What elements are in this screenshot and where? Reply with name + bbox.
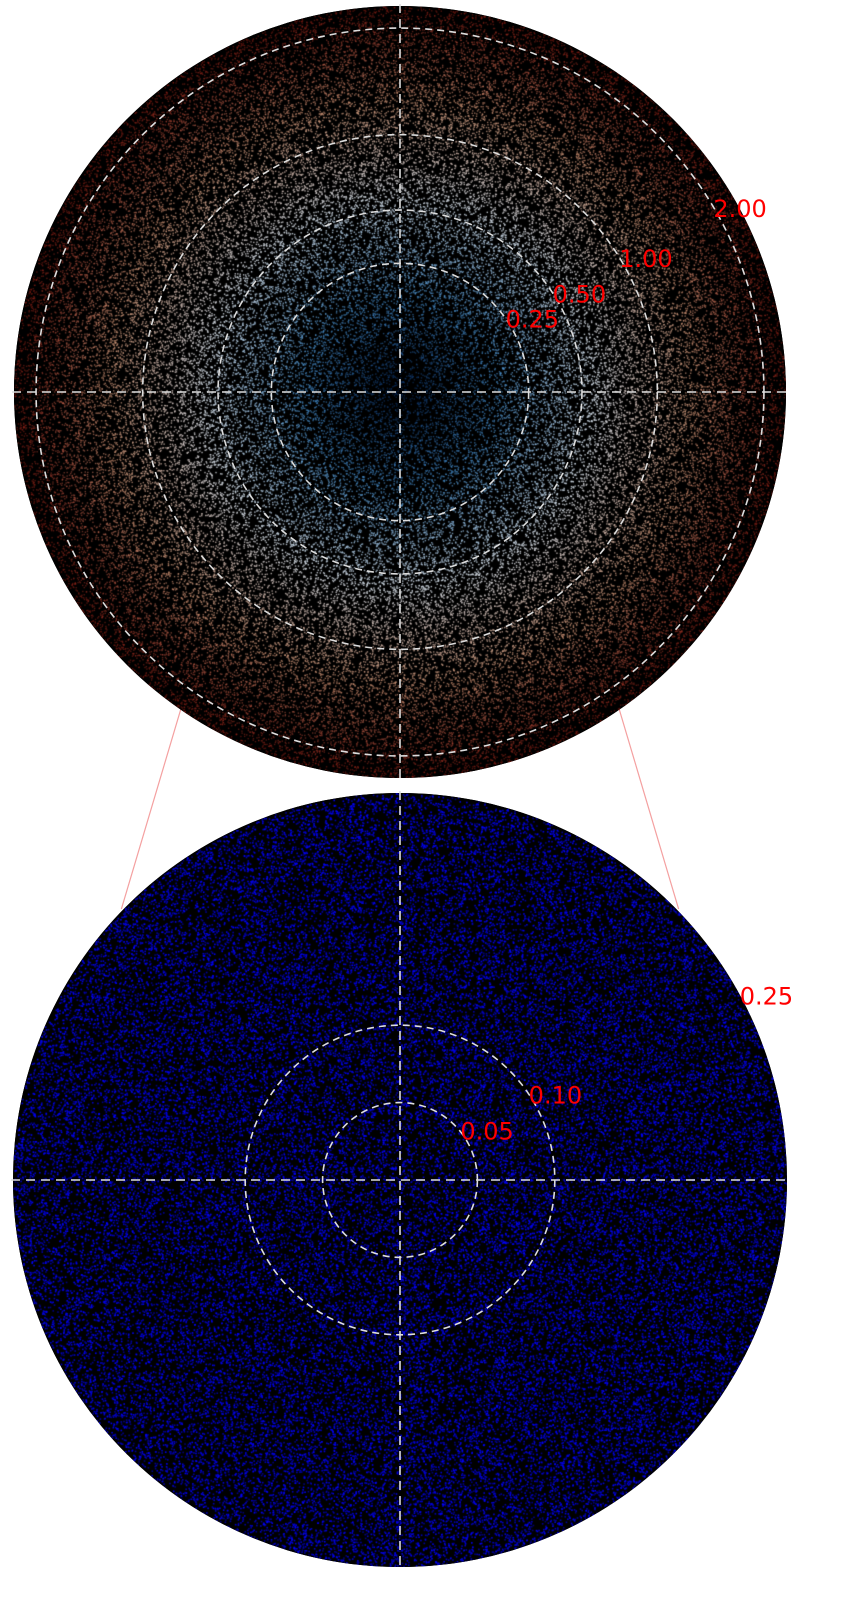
bottom-scatter-points (13, 793, 787, 1567)
ring-label: 0.05 (460, 1118, 513, 1146)
bottom-grid (11, 791, 789, 1569)
ring-label: 2.00 (713, 195, 766, 223)
top-scatter-points (14, 6, 786, 778)
bottom-points-raster (13, 793, 787, 1567)
bottom-ring-labels: 0.05 0.10 0.25 (460, 982, 793, 1145)
grid-ring-1 (217, 209, 583, 575)
top-polar-panel: 0.250.50 1.00 2.00 (12, 4, 788, 780)
ring-label: 1.00 (619, 245, 672, 273)
ring-label: 0.10 (529, 1081, 582, 1109)
ring-label: 0.25 (740, 982, 793, 1010)
ring-label: 0.25 (506, 306, 559, 334)
bottom-polar-panel: 0.05 0.10 0.25 (11, 791, 793, 1569)
ring-label: 0.50 (553, 281, 606, 309)
top-grid (12, 4, 788, 780)
top-points-raster (14, 6, 786, 778)
top-ring-labels: 0.250.50 1.00 2.00 (506, 195, 767, 333)
